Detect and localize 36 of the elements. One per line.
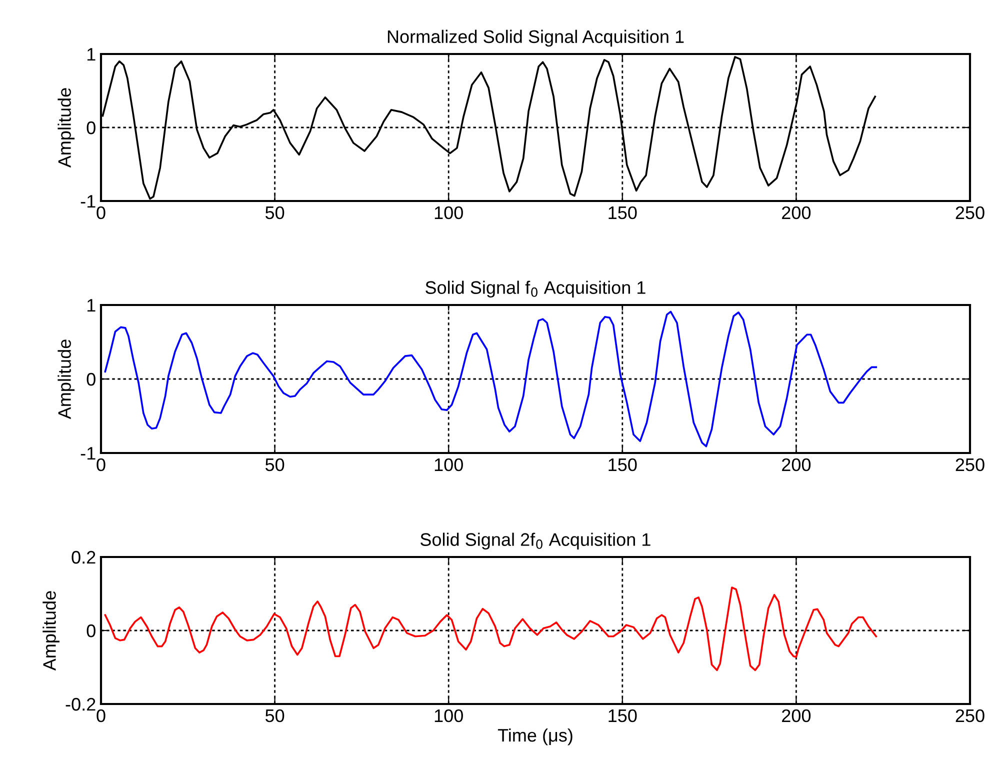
- x-tick-label: 50: [265, 458, 284, 472]
- y-tick-label: -0.2: [66, 698, 96, 711]
- y-tick-label: -1: [80, 195, 96, 208]
- y-tick-label: 0: [86, 121, 96, 134]
- x-tick-label: 150: [608, 206, 637, 220]
- x-tick-label: 250: [956, 206, 984, 220]
- x-tick-label: 150: [608, 458, 637, 472]
- x-tick-label: 100: [434, 206, 463, 220]
- y-tick-label: 0.2: [72, 550, 96, 564]
- x-tick-label: 250: [956, 458, 984, 472]
- x-tick-label: 200: [782, 709, 811, 722]
- y-axis-title: Amplitude: [58, 340, 75, 420]
- line-series: [104, 586, 878, 672]
- x-tick-label: 50: [265, 709, 284, 722]
- x-tick-label: 0: [96, 709, 106, 722]
- y-tick-label: 1: [87, 299, 96, 312]
- y-tick-label: -1: [80, 447, 96, 460]
- x-axis-title: Time (μs): [498, 728, 572, 746]
- x-tick-label: 100: [434, 709, 463, 722]
- line-series: [104, 310, 878, 448]
- y-tick-label: 0: [86, 372, 96, 386]
- x-tick-label: 150: [608, 709, 637, 722]
- x-tick-label: 200: [782, 458, 811, 472]
- x-tick-label: 200: [782, 206, 811, 220]
- x-tick-label: 100: [434, 458, 463, 472]
- chart-title: Normalized Solid Signal Acquisition 1: [388, 30, 684, 47]
- chart-title: Solid Signal f$_{0}$ Acquisition 1: [426, 280, 646, 298]
- y-tick-label: 1: [87, 48, 96, 61]
- x-tick-label: 50: [265, 206, 284, 220]
- x-tick-label: 250: [956, 709, 984, 722]
- y-axis-title: Amplitude: [58, 88, 75, 168]
- chart-title: Solid Signal 2f$_{0}$ Acquisition 1: [420, 532, 650, 550]
- x-tick-label: 0: [96, 458, 106, 472]
- x-tick-label: 0: [96, 206, 106, 220]
- y-axis-title: Amplitude: [42, 591, 60, 671]
- y-tick-label: 0: [86, 624, 96, 638]
